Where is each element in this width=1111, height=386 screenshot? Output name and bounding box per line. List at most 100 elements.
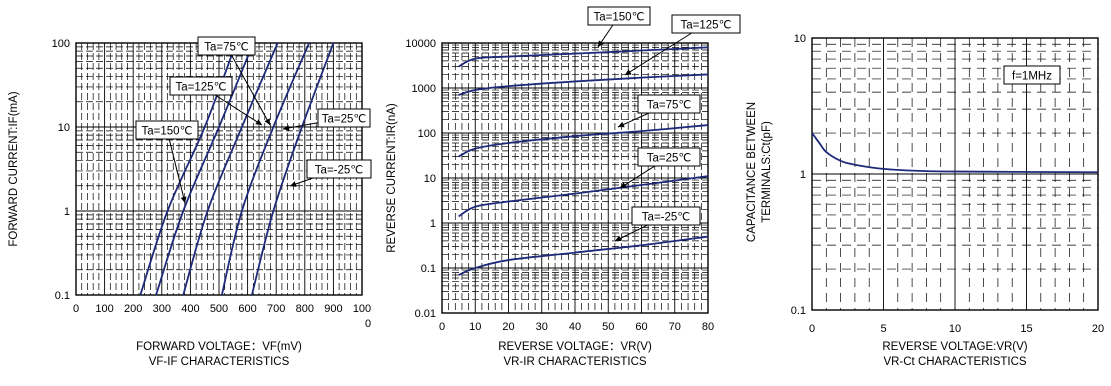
annotation-label: f=1MHz [1012, 71, 1052, 83]
chart-3: 0 5 10 15 20 0.1 1 10 REVERSE VOLTAGE:VR(V) VR-Ct… [746, 33, 1104, 368]
x-tick-label: 800 [296, 303, 314, 315]
series-line-1 [458, 46, 709, 68]
x-tick-label: 30 [536, 321, 548, 333]
y-tick-label: 10 [58, 122, 70, 134]
chart-caption: VF-IF CHARACTERISTICS [149, 356, 290, 368]
annotation-label: Ta=-25℃ [315, 165, 363, 177]
x-tick-label: 5 [880, 323, 886, 335]
annotation-label: Ta=75℃ [647, 100, 692, 112]
series-line-3 [182, 42, 279, 296]
x-tick-label: 10 [949, 323, 961, 335]
y-tick-label: 10 [424, 173, 436, 185]
x-tick-label: 0 [439, 321, 445, 333]
annotation-arrowhead [290, 181, 297, 187]
series-line-5 [458, 235, 709, 276]
y-axis-label: REVERSE CURRENT:IR(nA) [386, 103, 398, 253]
annotation-box [317, 108, 371, 128]
x-tick-label: 10 [469, 321, 481, 333]
x-tick-label: 900 [324, 303, 342, 315]
series-line-2 [458, 73, 709, 96]
x-tick-label: 70 [669, 321, 681, 333]
x-tick-label: 20 [502, 321, 514, 333]
annotation-label: Ta=75℃ [204, 42, 249, 54]
x-tick-label: 0 [365, 318, 371, 330]
x-axis-label: REVERSE VOLTAGE：VR(V) [498, 341, 652, 353]
x-tick-label: 400 [181, 303, 199, 315]
annotation-box [1003, 65, 1061, 85]
x-tick-label: 100 [95, 303, 113, 315]
x-tick-label: 300 [153, 303, 171, 315]
series-line-2 [155, 42, 255, 296]
x-tick-label: 80 [702, 321, 714, 333]
annotation-label: Ta=150℃ [142, 126, 193, 138]
y-tick-label: 100 [52, 38, 70, 50]
chart-1: 0 100 200 300 400 500 600 700 800 900 10000.111010… [8, 36, 372, 368]
series-line-4 [458, 175, 709, 218]
y-tick-label: 1000 [412, 83, 436, 95]
series-line-5 [251, 42, 335, 296]
y-tick-label: 1 [64, 206, 70, 218]
chart-2: 0 10 20 30 40 50 60 70 80 0.01 0.1 1 10 100 1000 10000 R… [386, 6, 741, 368]
y-axis-label: CAPACITANCE BETWEEN [746, 102, 758, 242]
annotation-arrowhead [283, 124, 290, 131]
x-tick-label: 15 [1020, 323, 1032, 335]
y-tick-label: 0.1 [791, 305, 806, 317]
annotation-arrowhead [180, 196, 187, 203]
annotation-box [637, 147, 701, 167]
x-tick-label: 600 [238, 303, 256, 315]
series-line-3 [458, 124, 709, 158]
annotation-arrowhead [625, 69, 632, 75]
annotation-box [306, 159, 372, 179]
annotation-box [587, 6, 651, 26]
chart-caption: VR-Ct CHARACTERISTICS [883, 356, 1026, 368]
x-axis-label: REVERSE VOLTAGE:VR(V) [882, 341, 1027, 353]
chart-caption: VR-IR CHARACTERISTICS [503, 356, 646, 368]
x-tick-label: 500 [210, 303, 228, 315]
annotation-arrowhead [615, 235, 622, 242]
x-tick-label: 60 [635, 321, 647, 333]
annotation-leader [226, 45, 271, 126]
y-tick-label: 10000 [405, 38, 436, 50]
annotation-box [631, 206, 701, 226]
y-axis-label: FORWARD CURRENT:IF(mA) [8, 91, 20, 246]
annotation-box [671, 14, 741, 34]
x-axis-label: FORWARD VOLTAGE：VF(mV) [136, 341, 302, 353]
y-tick-label: 1 [430, 218, 436, 230]
annotation-label: Ta=25℃ [322, 114, 367, 126]
annotation-label: Ta=125℃ [176, 82, 227, 94]
annotation-label: Ta=25℃ [647, 153, 692, 165]
x-tick-label: 100 [353, 303, 371, 315]
y-tick-label: 1 [800, 169, 806, 181]
plot-frame [811, 37, 1099, 311]
annotation-box [135, 120, 199, 140]
x-tick-label: 0 [809, 323, 815, 335]
annotation-box [169, 76, 233, 96]
y-tick-label: 0.1 [421, 263, 436, 275]
annotation-arrowhead [264, 118, 270, 125]
x-tick-label: 0 [73, 303, 79, 315]
annotation-label: Ta=125℃ [681, 20, 732, 32]
x-tick-label: 700 [267, 303, 285, 315]
annotation-arrowhead [255, 119, 262, 125]
series-line-1 [811, 132, 1099, 174]
x-tick-label: 200 [124, 303, 142, 315]
x-tick-label: 40 [569, 321, 581, 333]
annotation-leader [166, 129, 186, 204]
annotation-label: Ta=-25℃ [642, 212, 690, 224]
y-tick-label: 10 [794, 33, 806, 45]
y-tick-label: 0.1 [55, 290, 70, 302]
plot-frame [441, 42, 709, 314]
y-tick-label: 100 [418, 128, 436, 140]
annotation-box [197, 36, 256, 56]
annotation-box [637, 94, 701, 114]
series-line-4 [220, 42, 310, 296]
annotation-arrowhead [598, 40, 604, 47]
x-tick-label: 20 [1092, 323, 1104, 335]
y-tick-label: 0.01 [415, 308, 436, 320]
annotation-arrowhead [618, 121, 625, 128]
x-tick-label: 50 [602, 321, 614, 333]
annotation-label: Ta=150℃ [594, 12, 645, 24]
y-axis-label: TERMINALS:Ct(pF) [761, 121, 773, 223]
